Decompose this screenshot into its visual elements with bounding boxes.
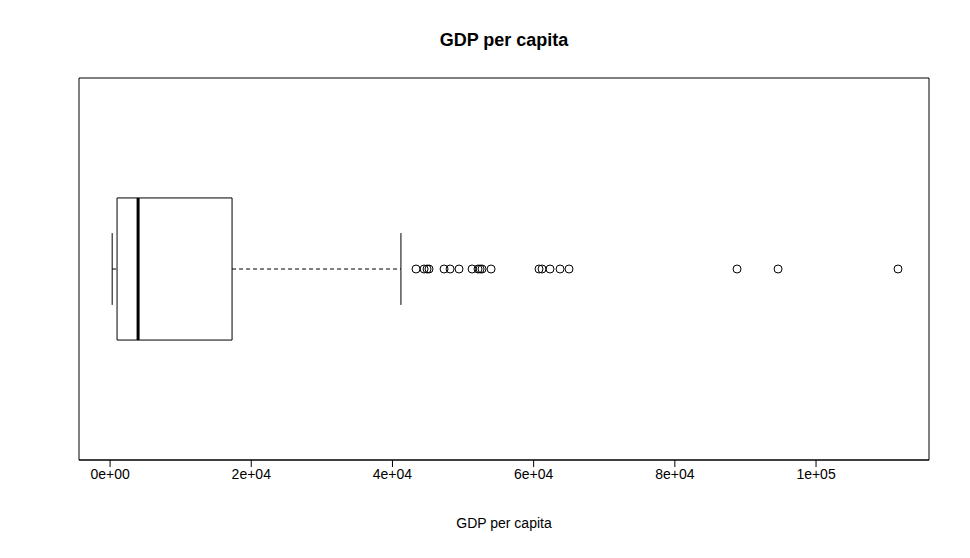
svg-text:1e+05: 1e+05 — [796, 466, 836, 482]
svg-text:GDP per capita: GDP per capita — [456, 515, 552, 531]
svg-text:8e+04: 8e+04 — [655, 466, 695, 482]
svg-text:2e+04: 2e+04 — [232, 466, 272, 482]
svg-text:0e+00: 0e+00 — [90, 466, 130, 482]
svg-text:4e+04: 4e+04 — [373, 466, 413, 482]
svg-text:6e+04: 6e+04 — [514, 466, 554, 482]
html-text:GDP per capita: GDP per capita — [439, 30, 569, 50]
